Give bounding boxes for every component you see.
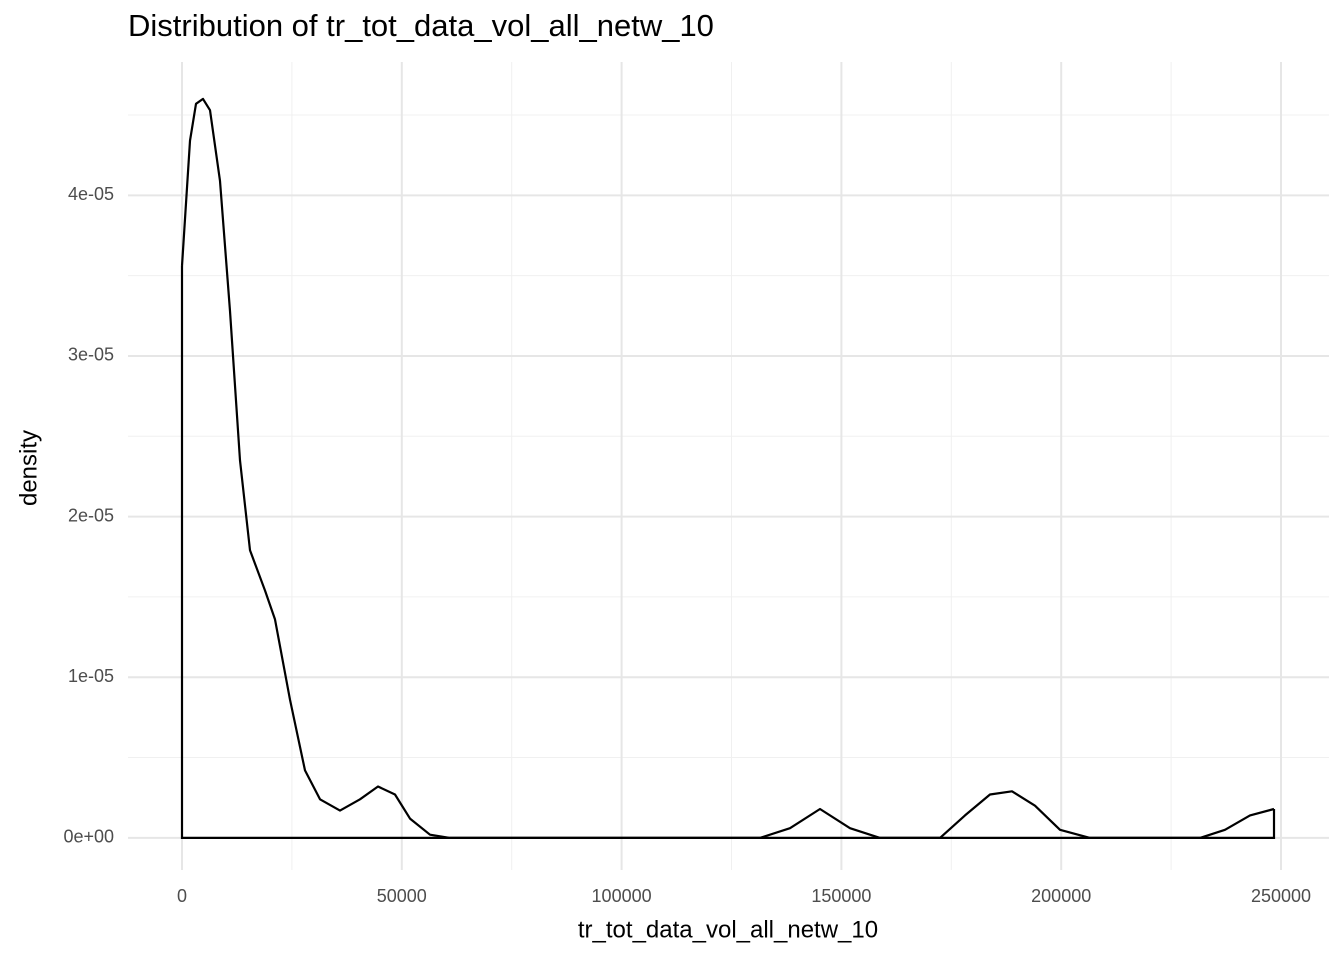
x-tick-label: 200000: [1031, 886, 1091, 906]
x-tick-label: 50000: [377, 886, 427, 906]
density-outline: [180, 266, 1276, 839]
x-tick-label: 0: [177, 886, 187, 906]
y-axis-label: density: [15, 430, 42, 506]
y-tick-label: 2e-05: [68, 505, 114, 525]
y-tick-label: 4e-05: [68, 184, 114, 204]
x-axis-label: tr_tot_data_vol_all_netw_10: [578, 916, 878, 943]
y-tick-label: 0e+00: [63, 827, 114, 847]
x-tick-label: 250000: [1251, 886, 1311, 906]
density-line: [180, 97, 1275, 839]
x-tick-label: 100000: [592, 886, 652, 906]
y-tick-label: 1e-05: [68, 666, 114, 686]
chart-title: Distribution of tr_tot_data_vol_all_netw…: [128, 8, 714, 43]
y-tick-label: 3e-05: [68, 345, 114, 365]
x-tick-label: 150000: [811, 886, 871, 906]
